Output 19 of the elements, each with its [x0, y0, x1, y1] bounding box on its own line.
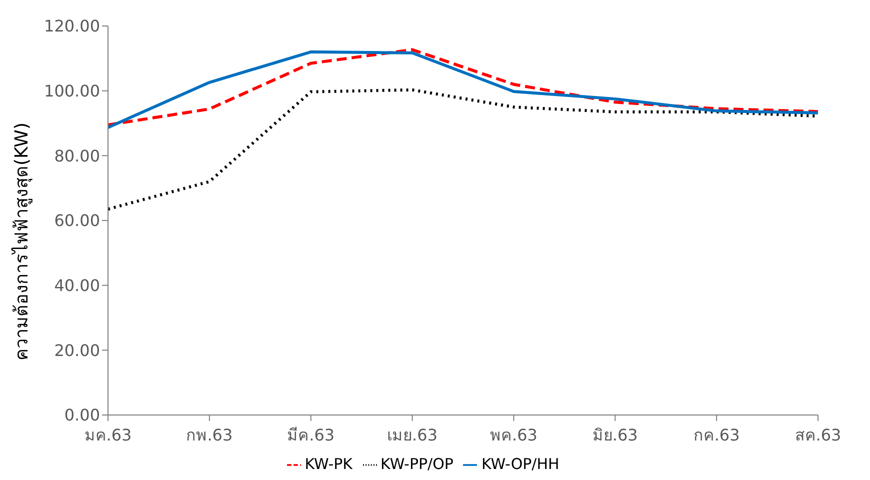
x-tick-label: มค.63	[84, 425, 132, 444]
y-tick-label: 100.00	[44, 82, 100, 101]
x-tick-label: เมย.63	[387, 425, 438, 444]
y-tick-label: 40.00	[54, 276, 100, 296]
x-tick-label: กพ.63	[186, 425, 233, 444]
legend-label: KW-OP/HH	[481, 455, 560, 473]
y-tick-label: 60.00	[54, 211, 100, 230]
x-tick-label: มิย.63	[592, 425, 638, 444]
x-tick-label: พค.63	[490, 425, 538, 444]
x-tick-label: มีค.63	[287, 425, 335, 444]
x-tick-label: สค.63	[794, 425, 842, 444]
y-tick-label: 20.00	[54, 340, 100, 360]
y-tick-label: 120.00	[44, 16, 100, 36]
legend-label: KW-PK	[304, 455, 353, 473]
legend-label: KW-PP/OP	[380, 455, 454, 473]
y-tick-label: 0.00	[64, 406, 100, 425]
y-tick-label: 80.00	[54, 146, 100, 166]
y-axis-title: ความต้องการไฟฟ้าสูงสุด(KW)	[10, 122, 32, 360]
x-tick-label: กค.63	[693, 425, 740, 444]
